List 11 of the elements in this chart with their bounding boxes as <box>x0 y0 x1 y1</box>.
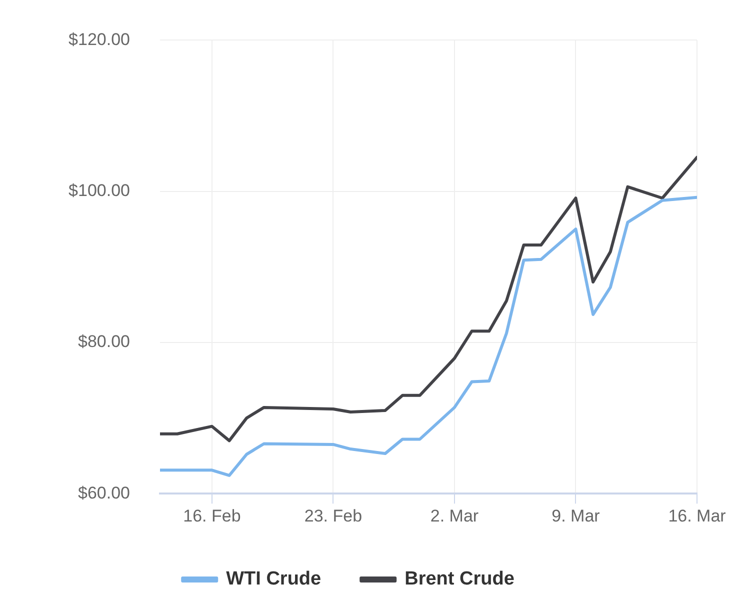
x-tick-label: 9. Mar <box>552 506 600 526</box>
x-tick-label: 16. Mar <box>668 506 726 526</box>
y-tick-label: $100.00 <box>68 181 130 200</box>
x-tick-label: 23. Feb <box>304 506 362 526</box>
x-tick-label: 2. Mar <box>430 506 479 526</box>
legend-label: Brent Crude <box>404 568 514 590</box>
y-tick-label: $80.00 <box>78 332 130 352</box>
y-tick-label: $120.00 <box>68 30 130 49</box>
y-tick-label: $60.00 <box>78 483 130 502</box>
legend-label: WTI Crude <box>226 568 322 590</box>
x-tick-label: 16. Feb <box>183 506 241 526</box>
